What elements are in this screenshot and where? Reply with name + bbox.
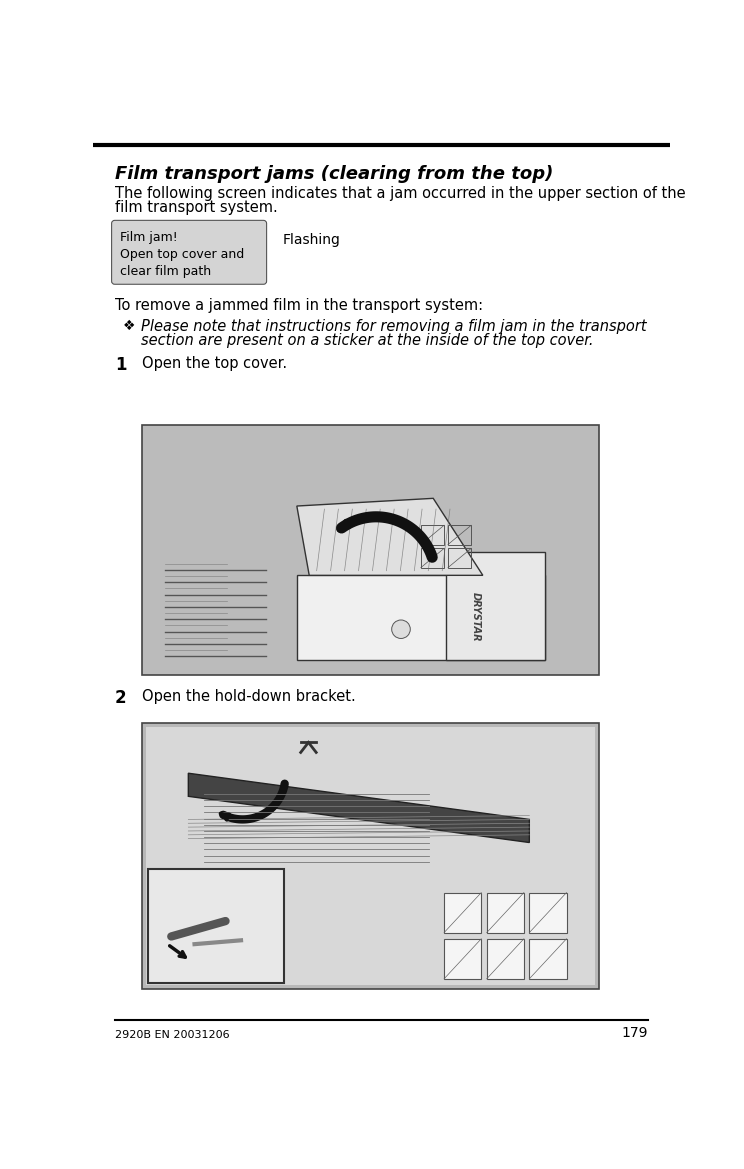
Bar [446,552,545,660]
Polygon shape [188,773,529,843]
Text: The following screen indicates that a jam occurred in the upper section of the: The following screen indicates that a ja… [115,187,685,201]
Bar [421,548,444,568]
Bar [529,939,566,978]
Circle shape [391,620,410,638]
Text: DRYSTAR: DRYSTAR [470,592,481,642]
Bar [444,893,481,933]
Text: ❖: ❖ [123,319,135,333]
Text: Open the hold-down bracket.: Open the hold-down bracket. [142,690,356,704]
Text: Film jam!: Film jam! [120,231,178,244]
Bar [142,724,599,989]
Text: film transport system.: film transport system. [115,200,278,215]
Bar [448,525,471,545]
Bar [148,869,283,983]
Bar [142,426,599,676]
Text: section are present on a sticker at the inside of the top cover.: section are present on a sticker at the … [141,333,594,348]
Text: 2: 2 [115,690,126,707]
Bar [146,727,595,985]
Bar [421,525,444,545]
Text: Open the top cover.: Open the top cover. [142,355,287,371]
Bar [529,893,566,933]
Text: To remove a jammed film in the transport system:: To remove a jammed film in the transport… [115,298,483,313]
Text: Open top cover and: Open top cover and [120,248,244,261]
Text: Film transport jams (clearing from the top): Film transport jams (clearing from the t… [115,165,553,182]
Bar [448,548,471,568]
FancyBboxPatch shape [112,221,266,284]
Text: Please note that instructions for removing a film jam in the transport: Please note that instructions for removi… [141,319,647,334]
Bar [444,939,481,978]
Bar [487,939,524,978]
Text: Flashing: Flashing [283,233,341,247]
Text: 2920B EN 20031206: 2920B EN 20031206 [115,1030,229,1039]
Bar [297,575,545,660]
Text: 1: 1 [115,355,126,374]
Text: 179: 179 [621,1025,648,1039]
Polygon shape [297,498,483,575]
Text: clear film path: clear film path [120,265,211,278]
Bar [487,893,524,933]
